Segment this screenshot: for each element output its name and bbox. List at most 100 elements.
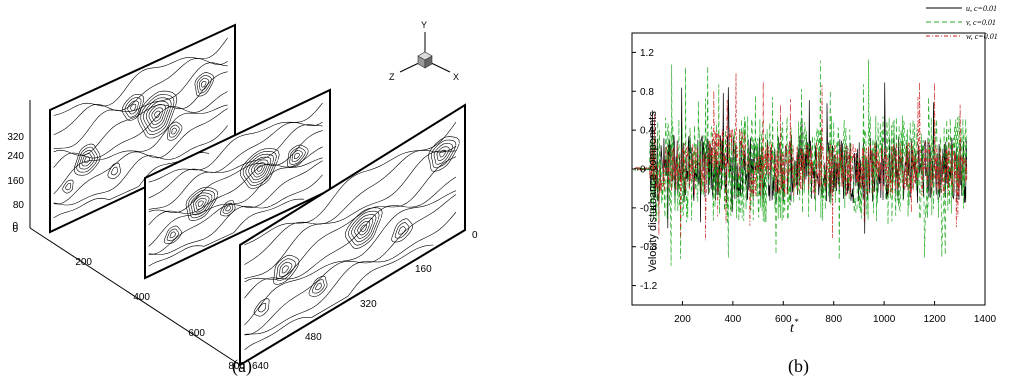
streamline [53, 37, 228, 116]
streamline [354, 217, 374, 239]
streamline [65, 183, 72, 191]
vtick-320: 320 [7, 132, 24, 143]
streamline [163, 225, 182, 245]
streamline [146, 100, 169, 129]
legend-w-label: w, c=0.01 [966, 32, 998, 41]
triad-z-label: Z [389, 72, 395, 82]
streamline [84, 156, 90, 164]
streamline [439, 149, 447, 158]
streamline [245, 153, 275, 184]
streamline [360, 224, 368, 233]
streamline [436, 146, 450, 162]
streamline [244, 150, 457, 279]
legend: u, c=0.01 v, c=0.01 w, c=0.01 [926, 4, 998, 41]
panel-b-label: (b) [788, 356, 809, 377]
streamline [293, 152, 300, 160]
axis-front-line [29, 227, 241, 366]
streamline [195, 197, 207, 210]
streamline [244, 211, 457, 335]
btick-480: 480 [305, 332, 322, 343]
streamline [315, 282, 322, 291]
streamline [244, 121, 457, 246]
legend-u-label: u, c=0.01 [966, 4, 997, 13]
y-tick-label: 0.4 [640, 126, 654, 137]
btick-0: 0 [472, 230, 478, 241]
y-tick-label: -1.2 [640, 281, 658, 292]
back-ticks: 0 160 320 480 640 [252, 230, 478, 372]
streamlines-middle [148, 102, 323, 267]
streamline [197, 200, 204, 207]
streamline [53, 104, 228, 195]
streamline [76, 146, 98, 173]
streamline [53, 108, 228, 205]
y-tick-label: 0.8 [640, 87, 654, 98]
streamline [110, 166, 119, 176]
streamline [278, 261, 293, 278]
streamline [276, 258, 296, 281]
streamline [244, 190, 457, 326]
streamline [244, 194, 457, 336]
streamline [148, 102, 323, 183]
vtick-0: 0 [12, 224, 18, 235]
time-history-chart: -1.2 -0.8 -0.4 0 0.4 0.8 1.2 200 400 600 800 1000 1… [631, 4, 998, 377]
streamline [148, 174, 323, 255]
front-ticks: 200 400 600 800 [75, 257, 245, 372]
streamline [81, 153, 93, 167]
streamline [62, 179, 74, 194]
streamlines-back [53, 37, 228, 219]
streamline [391, 218, 414, 243]
streamline [53, 71, 228, 156]
x-tick-label: 800 [825, 314, 842, 325]
streamline [166, 228, 179, 241]
y-axis-label: Velocity disturbance components [647, 111, 659, 272]
streamline [188, 189, 216, 219]
streamline [53, 152, 210, 219]
y-tick-label: 1.2 [640, 48, 654, 59]
streamline [201, 81, 207, 88]
triad-y-label: Y [421, 20, 427, 30]
x-tick-label: 600 [775, 314, 792, 325]
streamline [225, 205, 231, 212]
streamline [194, 72, 215, 97]
ftick-600: 600 [188, 328, 205, 339]
streamline [169, 124, 180, 138]
streamline [348, 210, 380, 246]
streamline [433, 143, 453, 165]
series-group [634, 59, 968, 266]
streamline [248, 156, 272, 181]
streamline [311, 279, 325, 294]
streamline [169, 231, 177, 239]
y-tick-label: 0 [640, 165, 646, 176]
streamline [351, 214, 377, 243]
streamline [140, 94, 175, 136]
streamline [394, 222, 410, 239]
streamline [308, 275, 328, 297]
btick-320: 320 [360, 299, 377, 310]
streamline [148, 124, 323, 210]
streamline [78, 149, 96, 170]
streamline [244, 244, 434, 350]
ftick-800: 800 [228, 361, 245, 372]
streamline [251, 159, 269, 178]
vtick-160: 160 [7, 176, 24, 187]
streamline [137, 90, 178, 139]
streamline [286, 144, 309, 168]
streamline [171, 127, 177, 135]
legend-v-label: v, c=0.01 [966, 18, 996, 27]
streamline [130, 103, 137, 111]
x-tick-label: 1400 [974, 314, 997, 325]
streamline [148, 130, 323, 214]
streamline [222, 202, 234, 214]
btick-640: 640 [252, 361, 269, 372]
axis-triad-icon: Y Z X [389, 20, 459, 82]
y-tick-label: -0.8 [640, 242, 658, 253]
series-line-w [634, 72, 968, 241]
streamline [428, 136, 460, 172]
vertical-ticks: 0 80 160 240 320 0 [7, 132, 24, 235]
ftick-400: 400 [133, 292, 150, 303]
streamline [253, 298, 270, 317]
streamline [256, 165, 263, 172]
streamline [357, 221, 371, 236]
streamline [244, 156, 457, 283]
